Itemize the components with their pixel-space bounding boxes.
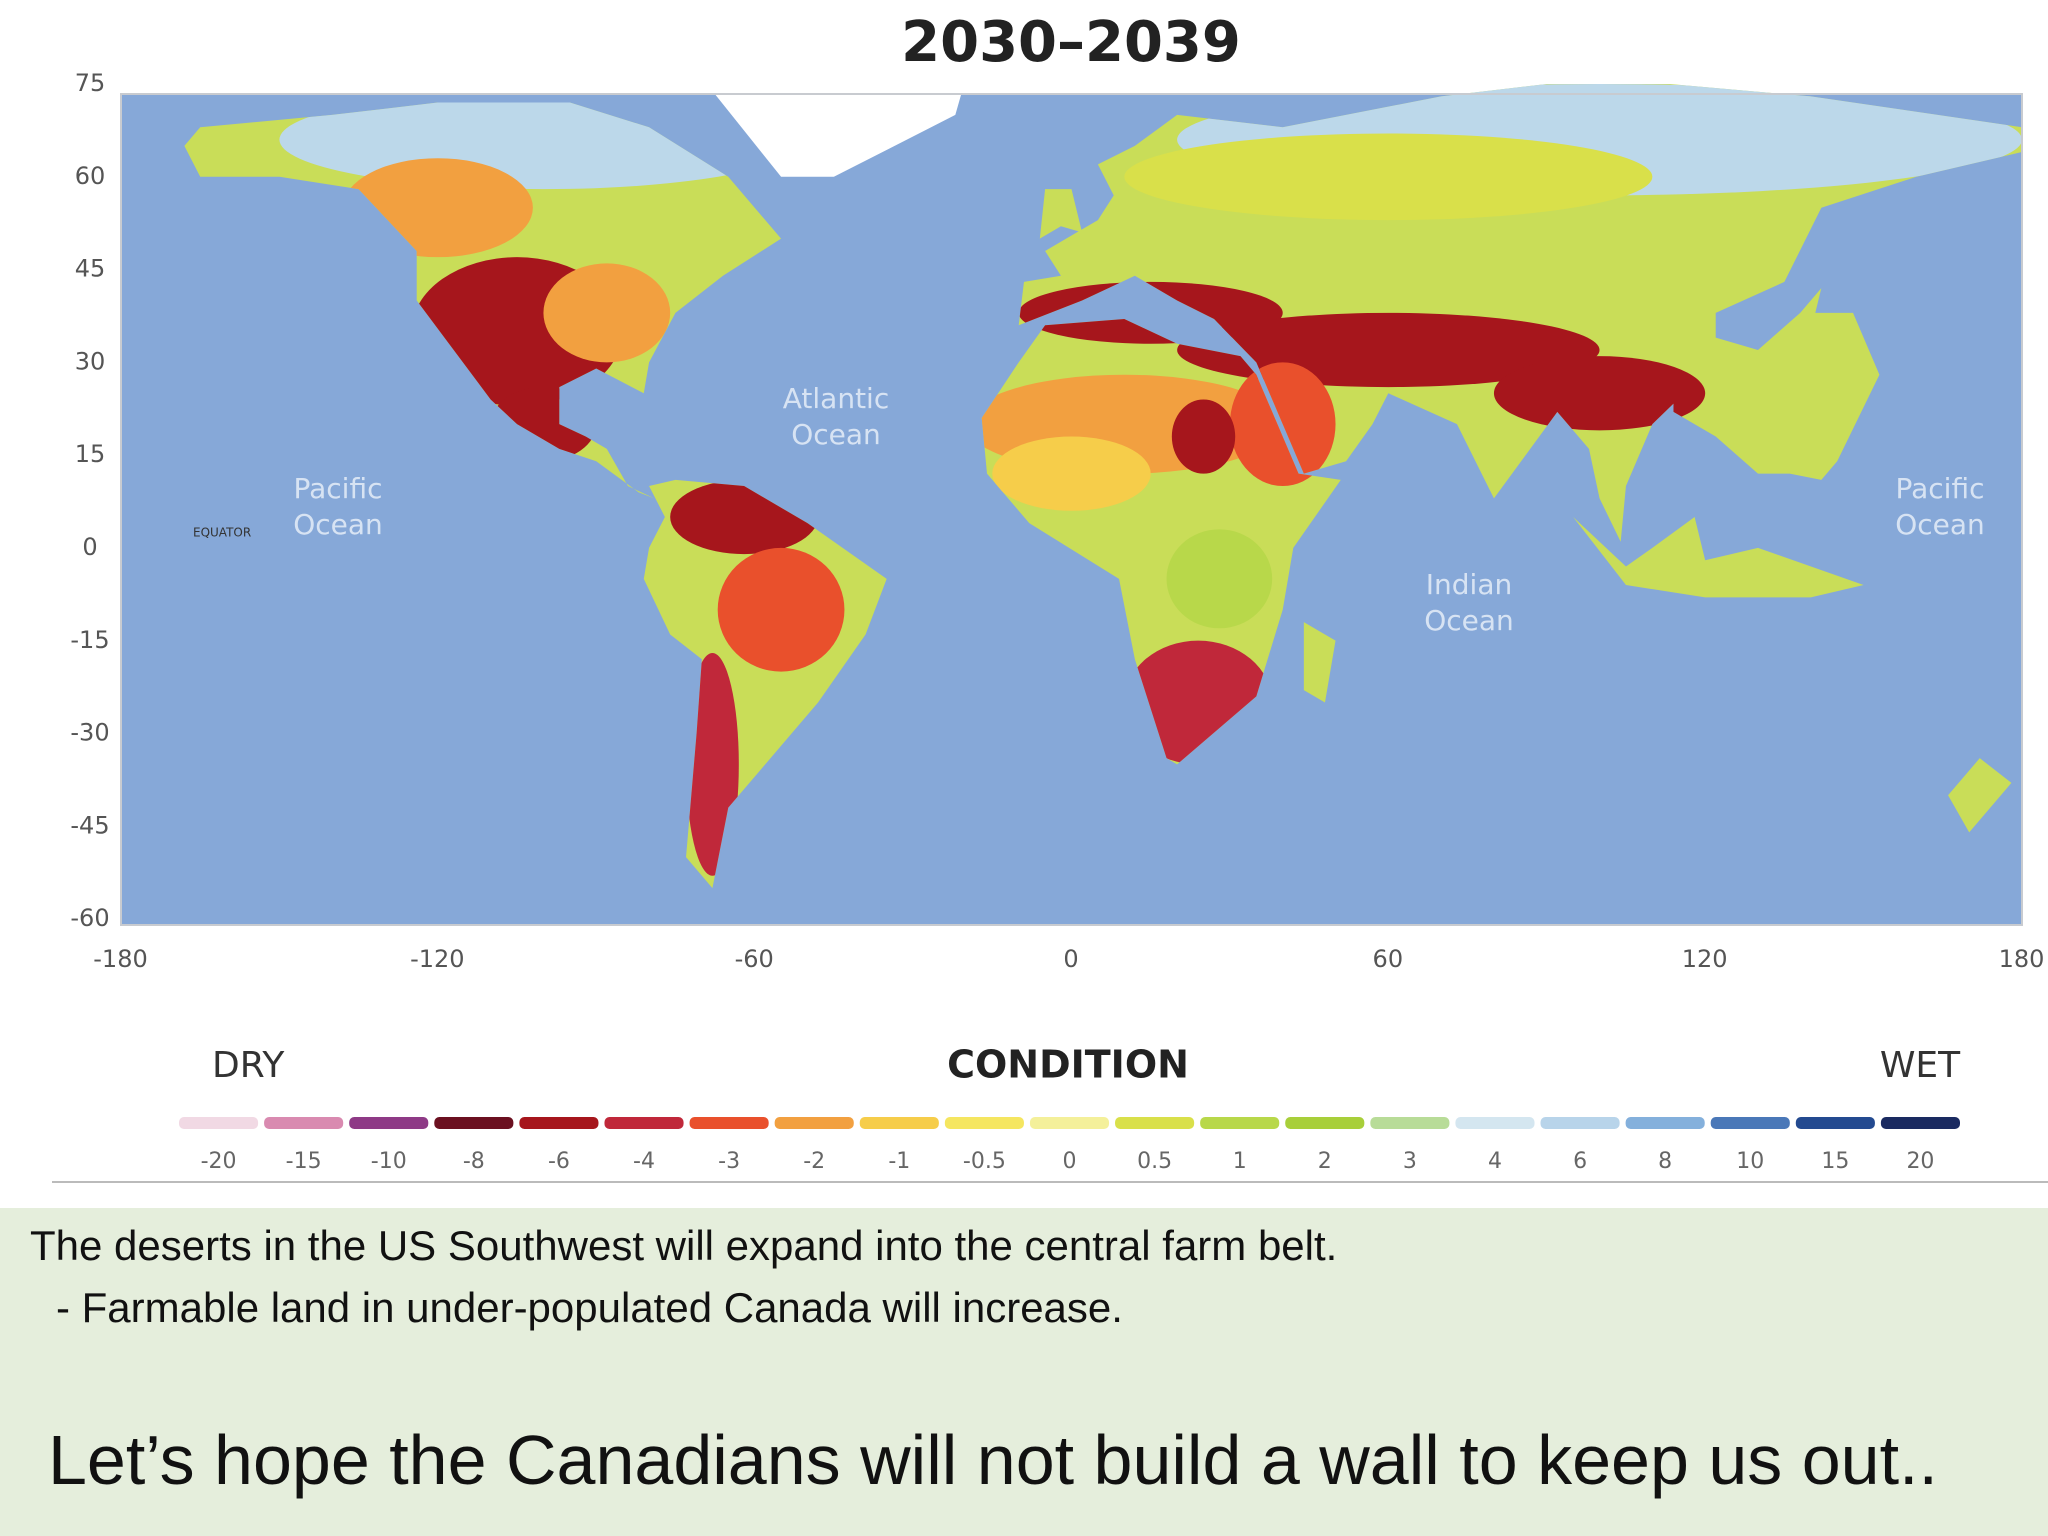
legend-value: 20 (1906, 1149, 1934, 1174)
map-frame (120, 93, 2023, 926)
ocean-label: Indian (1426, 568, 1512, 601)
legend-swatch (434, 1117, 514, 1129)
legend-value: -1 (888, 1149, 910, 1174)
legend-swatch (859, 1117, 939, 1129)
y-axis-label: -45 (70, 811, 109, 839)
legend-swatch (604, 1117, 684, 1129)
caption-line: - Farmable land in under-populated Canad… (56, 1284, 1123, 1331)
legend-value: -3 (718, 1149, 740, 1174)
legend-title: CONDITION (947, 1043, 1189, 1087)
legend-value: 2 (1318, 1149, 1332, 1174)
legend-value: 15 (1821, 1149, 1849, 1174)
closing-line: Let’s hope the Canadians will not build … (48, 1421, 1938, 1499)
legend-swatch (349, 1117, 429, 1129)
y-axis-label: 15 (75, 440, 106, 468)
caption-line: The deserts in the US Southwest will exp… (30, 1222, 1338, 1269)
y-axis-label: -15 (70, 626, 109, 654)
legend-swatch (264, 1117, 344, 1129)
map-title: 2030–2039 (901, 10, 1241, 75)
caption-box: The deserts in the US Southwest will exp… (0, 1208, 2048, 1536)
ocean-label: Pacific (1896, 472, 1985, 505)
legend-value: 0.5 (1137, 1149, 1172, 1174)
legend-value: 0 (1063, 1149, 1077, 1174)
legend-value: 6 (1573, 1149, 1587, 1174)
y-axis-label: 0 (82, 533, 97, 561)
legend-value: -2 (803, 1149, 825, 1174)
greenland (706, 84, 965, 177)
y-axis-label: 30 (75, 347, 106, 375)
legend-value: -0.5 (963, 1149, 1006, 1174)
legend-value: -8 (463, 1149, 485, 1174)
equator-label: EQUATOR (193, 526, 251, 540)
legend-value: -15 (286, 1149, 322, 1174)
legend-swatch (1455, 1117, 1535, 1129)
ocean-label: Ocean (1895, 508, 1985, 541)
legend-swatch (1710, 1117, 1790, 1129)
legend-swatch (1540, 1117, 1620, 1129)
legend-value: 3 (1403, 1149, 1417, 1174)
x-axis-label: 0 (1063, 945, 1078, 973)
legend-value: 1 (1233, 1149, 1247, 1174)
legend-value: 8 (1658, 1149, 1672, 1174)
ocean-label: Ocean (791, 418, 881, 451)
legend-dry: DRY (212, 1045, 285, 1086)
map-figure: 2030–2039 EQUATOR Pacific Ocean Atlantic… (52, 10, 2048, 1183)
legend-value: -10 (371, 1149, 407, 1174)
legend-swatch (774, 1117, 854, 1129)
legend-value: -4 (633, 1149, 655, 1174)
ocean-label: Ocean (1424, 604, 1514, 637)
ocean-label: Ocean (293, 508, 383, 541)
y-axis-label: 75 (75, 69, 106, 97)
legend-value: 10 (1736, 1149, 1764, 1174)
x-axis-label: 180 (1999, 945, 2045, 973)
legend-swatch (1115, 1117, 1195, 1129)
ocean-label: Pacific (294, 472, 383, 505)
legend-swatch (179, 1117, 259, 1129)
x-axis-label: -180 (93, 945, 147, 973)
legend-swatch (1029, 1117, 1110, 1129)
legend-wet: WET (1880, 1045, 1961, 1086)
y-axis-label: -30 (70, 719, 109, 747)
legend-value: -6 (548, 1149, 570, 1174)
legend-swatch (1200, 1117, 1280, 1129)
legend-swatch (1795, 1117, 1875, 1129)
legend-value: 4 (1488, 1149, 1502, 1174)
ocean-label: Atlantic (783, 382, 889, 415)
legend-swatch (1285, 1117, 1365, 1129)
legend-swatch (944, 1117, 1024, 1129)
y-axis-label: 60 (75, 162, 106, 190)
legend-swatch (1625, 1117, 1705, 1129)
legend-swatch (689, 1117, 769, 1129)
legend-swatch (1370, 1117, 1450, 1129)
y-axis-label: 45 (75, 255, 106, 283)
legend-value: -20 (201, 1149, 237, 1174)
y-axis-label: -60 (70, 904, 109, 932)
legend-swatch (1880, 1117, 1960, 1129)
x-axis-label: 120 (1682, 945, 1728, 973)
x-axis-label: -60 (735, 945, 774, 973)
legend-swatch (519, 1117, 599, 1129)
x-axis-label: 60 (1373, 945, 1404, 973)
x-axis-label: -120 (410, 945, 464, 973)
